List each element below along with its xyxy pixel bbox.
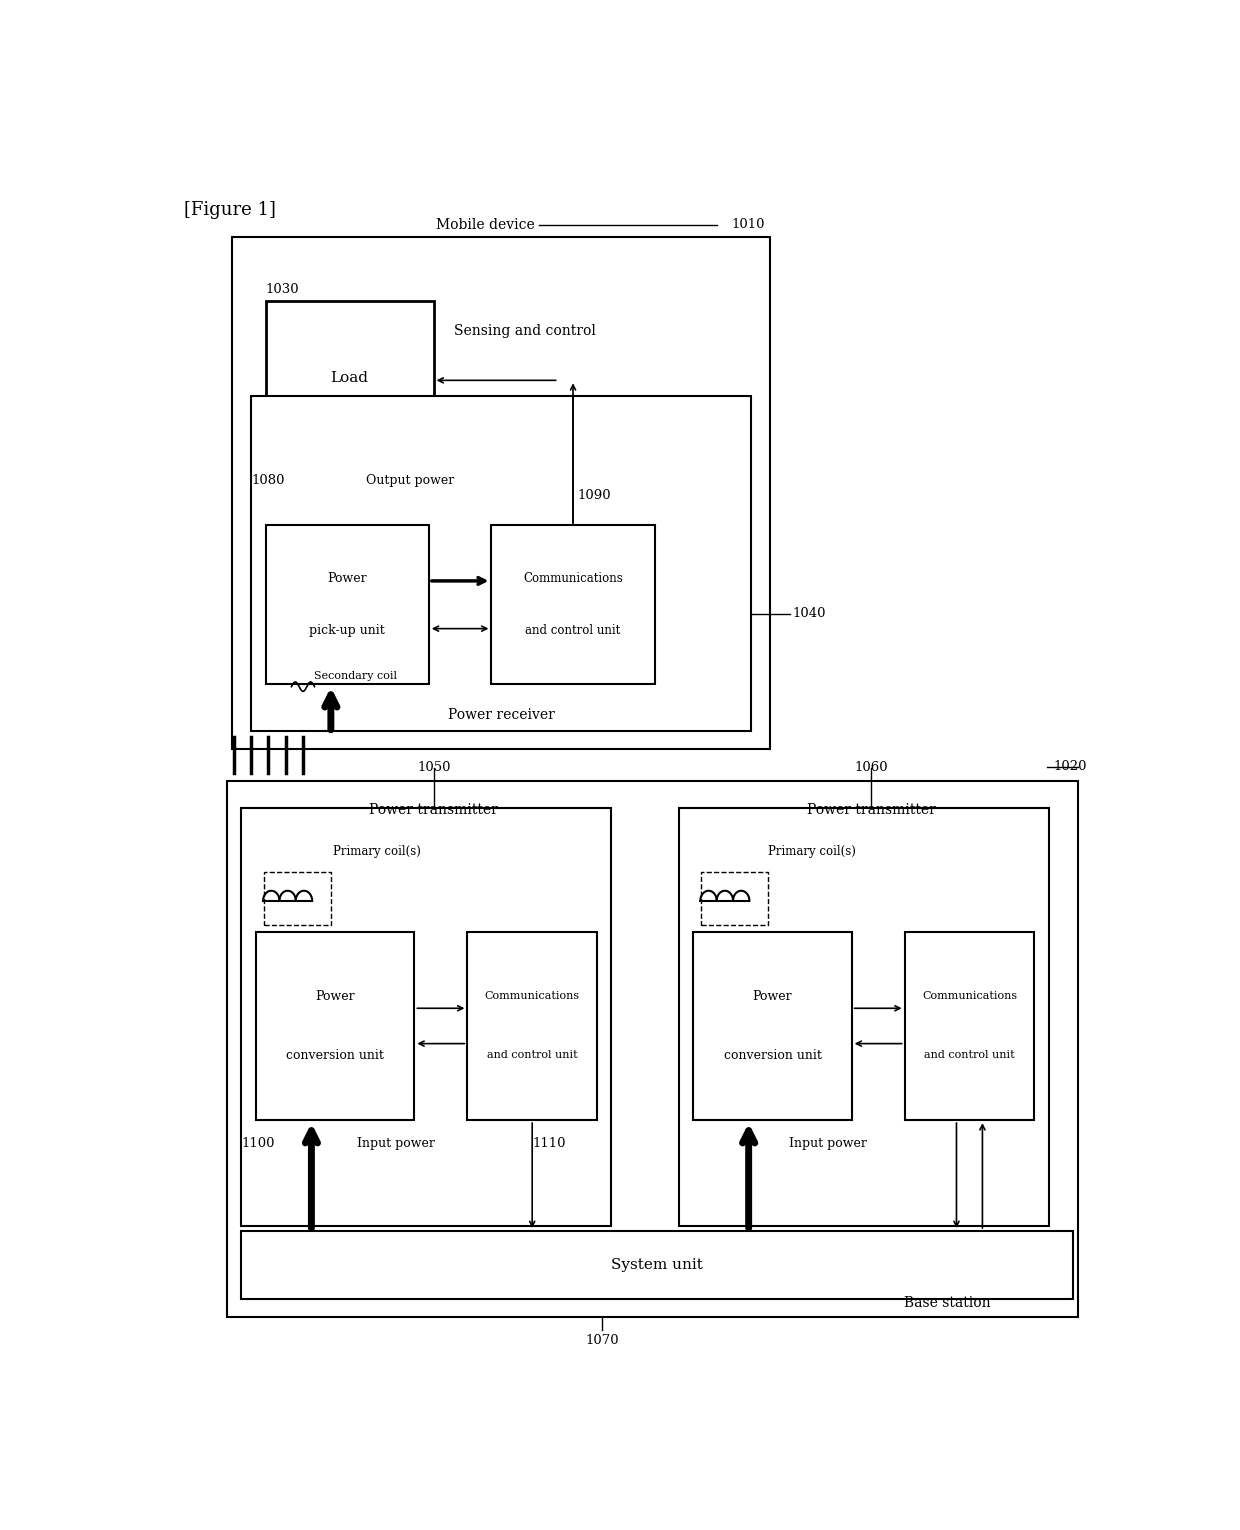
Text: Primary coil(s): Primary coil(s) [768,845,856,858]
Text: 1110: 1110 [533,1137,567,1151]
Bar [265,525,429,684]
Text: Communications: Communications [523,572,622,586]
Text: Communications: Communications [485,991,580,1002]
Text: Power receiver: Power receiver [448,708,554,722]
Text: Power: Power [327,572,367,586]
Text: Mobile device: Mobile device [435,217,534,233]
Text: Base station: Base station [904,1296,991,1310]
Bar [467,932,596,1120]
Text: 1070: 1070 [585,1334,619,1346]
Text: 1060: 1060 [854,760,888,774]
Bar [265,301,434,454]
Text: Input power: Input power [357,1137,435,1151]
Text: [Figure 1]: [Figure 1] [184,202,275,219]
Bar [491,525,655,684]
Text: Communications: Communications [921,991,1017,1002]
Text: 1020: 1020 [1054,760,1087,773]
Text: 1050: 1050 [417,760,450,774]
Text: Sensing and control: Sensing and control [454,324,596,338]
Bar [701,872,768,924]
Text: conversion unit: conversion unit [723,1050,821,1062]
Text: 1080: 1080 [250,474,285,487]
Text: Power: Power [753,990,792,1004]
Text: 1030: 1030 [265,283,299,297]
Text: 1040: 1040 [792,607,826,620]
Text: and control unit: and control unit [526,624,621,636]
Text: System unit: System unit [611,1258,703,1271]
Bar [678,808,1049,1226]
Text: Power transmitter: Power transmitter [806,803,935,817]
Text: Power transmitter: Power transmitter [370,803,498,817]
Bar [264,872,331,924]
Bar [255,932,414,1120]
Text: conversion unit: conversion unit [286,1050,384,1062]
Bar [242,808,611,1226]
Text: and control unit: and control unit [924,1051,1014,1060]
Bar [232,237,770,750]
Bar [905,932,1034,1120]
Text: Load: Load [331,370,368,386]
Text: pick-up unit: pick-up unit [309,624,386,636]
Text: Secondary coil: Secondary coil [314,670,397,681]
Text: Primary coil(s): Primary coil(s) [332,845,420,858]
Text: 1090: 1090 [578,490,611,502]
Bar [227,780,1078,1317]
Text: Power: Power [315,990,355,1004]
Text: Output power: Output power [367,474,455,487]
Text: Input power: Input power [789,1137,867,1151]
Bar [250,396,751,731]
Text: 1100: 1100 [242,1137,275,1151]
Text: and control unit: and control unit [487,1051,578,1060]
Bar [693,932,852,1120]
Bar [242,1232,1073,1299]
Text: 1010: 1010 [732,219,765,231]
